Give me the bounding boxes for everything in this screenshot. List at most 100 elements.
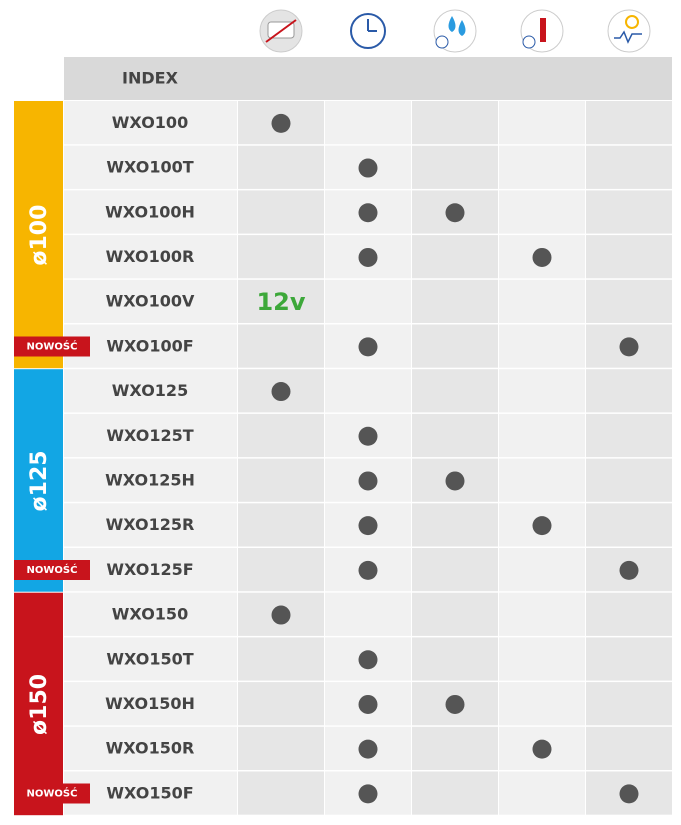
header-title: INDEX xyxy=(122,69,179,88)
cell-bg xyxy=(325,592,411,636)
cell-bg xyxy=(499,190,585,234)
feature-dot xyxy=(619,784,639,804)
row-index: WXO150H xyxy=(105,694,195,713)
group-bar xyxy=(14,369,63,592)
group-label: ø100 xyxy=(27,205,52,266)
feature-dot xyxy=(358,158,378,178)
badge-text: NOWOŚĆ xyxy=(27,340,78,353)
row-bg xyxy=(64,592,237,636)
cell-bg xyxy=(412,503,498,547)
cell-bg xyxy=(499,369,585,413)
cell-bg xyxy=(238,235,324,279)
row-index: WXO100R xyxy=(106,247,195,266)
header-row xyxy=(64,57,672,100)
row-bg xyxy=(64,726,237,770)
cell-bg xyxy=(499,413,585,458)
cell-bg xyxy=(499,548,585,592)
row-bg xyxy=(64,548,237,592)
row-bg xyxy=(64,324,237,368)
cell-bg xyxy=(238,145,324,189)
feature-dot xyxy=(358,516,378,536)
row-index: WXO150R xyxy=(106,739,195,758)
cell-bg xyxy=(238,637,324,681)
cell-bg xyxy=(586,726,672,770)
row-bg xyxy=(64,369,237,413)
row-index: WXO125T xyxy=(106,426,193,445)
cell-bg xyxy=(499,682,585,726)
cell-bg xyxy=(586,235,672,279)
cell-bg xyxy=(325,101,411,145)
feature-dot xyxy=(358,337,378,357)
group-label: ø150 xyxy=(27,674,52,735)
cell-bg xyxy=(499,458,585,502)
cell-bg xyxy=(325,279,411,323)
badge xyxy=(14,336,90,357)
cell-bg xyxy=(412,637,498,681)
badge-text: NOWOŚĆ xyxy=(27,787,78,800)
feature-dot xyxy=(619,337,639,357)
cell-bg xyxy=(499,145,585,189)
feature-dot xyxy=(358,650,378,670)
feature-dot xyxy=(445,471,465,491)
row-index: WXO125 xyxy=(112,381,188,400)
cell-bg xyxy=(586,190,672,234)
cell-bg xyxy=(238,190,324,234)
cell-bg xyxy=(412,145,498,189)
cell-bg xyxy=(412,726,498,770)
row-index: WXO100F xyxy=(106,336,193,355)
group-bar xyxy=(14,101,63,369)
header-icons xyxy=(259,9,651,53)
feature-dot xyxy=(532,247,552,267)
row-index: WXO150T xyxy=(106,649,193,668)
feature-dot xyxy=(358,739,378,759)
cell-bg xyxy=(325,369,411,413)
cell-bg xyxy=(586,413,672,458)
cell-bg xyxy=(586,637,672,681)
feature-dot xyxy=(358,560,378,580)
row-index: WXO125R xyxy=(106,515,195,534)
feature-dot xyxy=(358,784,378,804)
row-index: WXO150F xyxy=(106,783,193,802)
cell-bg xyxy=(499,279,585,323)
feature-dot xyxy=(532,739,552,759)
row-index: WXO150 xyxy=(112,605,188,624)
cell-bg xyxy=(238,726,324,770)
cell-bg xyxy=(586,592,672,636)
row-bg xyxy=(64,235,237,279)
row-bg xyxy=(64,503,237,547)
row-index: WXO125F xyxy=(106,560,193,579)
cell-bg xyxy=(499,592,585,636)
row-bg xyxy=(64,637,237,681)
feature-dot xyxy=(271,382,291,402)
row-bg xyxy=(64,101,237,145)
cell-bg xyxy=(586,101,672,145)
cell-bg xyxy=(586,458,672,502)
feature-dot xyxy=(358,426,378,446)
cell-bg xyxy=(412,279,498,323)
badge-text: NOWOŚĆ xyxy=(27,563,78,576)
cell-bg xyxy=(238,771,324,815)
row-index: WXO100H xyxy=(105,202,195,221)
feature-dot xyxy=(358,247,378,267)
group-bar xyxy=(14,592,63,816)
cell-bg xyxy=(586,682,672,726)
cell-bg xyxy=(412,101,498,145)
badge xyxy=(14,783,90,804)
badge xyxy=(14,560,90,580)
cell-bg xyxy=(586,503,672,547)
feature-dot xyxy=(358,471,378,491)
cell-bg xyxy=(412,771,498,815)
cell-bg xyxy=(412,548,498,592)
cell-bg xyxy=(499,324,585,368)
cell-bg xyxy=(499,771,585,815)
cell-bg xyxy=(586,369,672,413)
cell-bg xyxy=(238,413,324,458)
cell-bg xyxy=(238,279,324,323)
row-index: WXO100 xyxy=(112,113,188,132)
cell-bg xyxy=(238,324,324,368)
cell-bg xyxy=(586,279,672,323)
cell-bg xyxy=(499,637,585,681)
feature-dot xyxy=(619,560,639,580)
cell-bg xyxy=(238,682,324,726)
